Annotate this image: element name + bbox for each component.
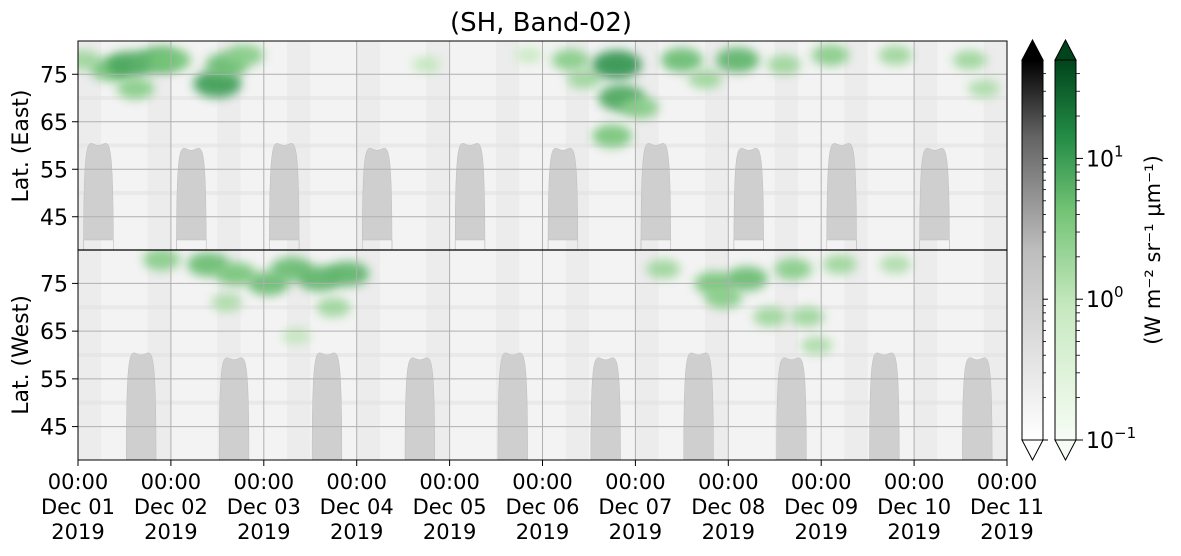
aurora-patch xyxy=(800,336,833,355)
x-tick-label: 00:00 Dec 05 2019 xyxy=(413,470,487,544)
aurora-patch xyxy=(142,250,181,271)
x-axis: 00:00 Dec 01 2019 00:00 Dec 02 2019 00:00 Dec 0… xyxy=(41,460,1044,544)
x-tick-label: 00:00 Dec 10 2019 xyxy=(877,470,951,544)
no-data-region xyxy=(362,148,393,250)
aurora-patch xyxy=(316,297,351,318)
no-data-region xyxy=(640,143,671,250)
x-tick-label: 00:00 Dec 07 2019 xyxy=(598,470,672,544)
no-data-region xyxy=(83,143,114,250)
colorbar-greys-extend-bottom xyxy=(1021,439,1044,462)
y-axis-label-east: Lat. (East) xyxy=(9,90,34,203)
y-tick-label: 55 xyxy=(40,368,68,393)
colorbar-greys-extend-top xyxy=(1021,38,1044,61)
aurora-patch xyxy=(878,45,913,66)
no-data-region xyxy=(404,357,435,460)
x-tick-label: 00:00 Dec 11 2019 xyxy=(970,470,1044,544)
chart-title: (SH, Band-02) xyxy=(450,8,632,38)
x-tick-label: 00:00 Dec 01 2019 xyxy=(41,470,115,544)
colorbar-tick-label: 101 xyxy=(1086,142,1124,172)
aurora-patch xyxy=(646,259,681,279)
no-data-east xyxy=(83,143,950,250)
aurora-patch xyxy=(514,47,543,64)
aurora-patch xyxy=(660,47,703,73)
aurora-patch xyxy=(811,44,850,67)
y-axis-label-west: Lat. (West) xyxy=(9,295,34,415)
colorbar-greens-extend-top xyxy=(1054,38,1077,61)
aurora-patch xyxy=(551,49,590,71)
aurora-patch xyxy=(215,262,256,286)
aurora-patch xyxy=(822,254,857,275)
aurora-patch xyxy=(753,307,788,327)
x-tick-label: 00:00 Dec 04 2019 xyxy=(320,470,394,544)
y-tick-label: 75 xyxy=(40,63,68,88)
colorbar-ticks: 101 100 10−1 xyxy=(1043,73,1136,454)
aurora-patch xyxy=(688,69,723,89)
no-data-region xyxy=(497,352,528,460)
x-tick-label: 00:00 Dec 06 2019 xyxy=(505,470,579,544)
no-data-region xyxy=(269,143,300,250)
aurora-patch xyxy=(968,79,1000,98)
grid-lines xyxy=(77,41,1008,460)
aurora-patch xyxy=(952,50,987,70)
aurora-patch xyxy=(704,286,743,309)
y-tick-label: 75 xyxy=(40,272,68,297)
aurora-patch xyxy=(282,327,311,344)
no-data-region xyxy=(311,352,343,460)
aurora-patch xyxy=(715,47,760,73)
colorbar-greens-body xyxy=(1054,59,1077,441)
aurora-patch xyxy=(116,77,155,100)
x-tick-label: 00:00 Dec 09 2019 xyxy=(784,470,858,544)
colorbar-tick-label: 10−1 xyxy=(1086,424,1136,454)
colorbar-greens xyxy=(1054,38,1077,462)
no-data-region xyxy=(590,357,621,460)
x-tick-label: 00:00 Dec 08 2019 xyxy=(691,470,765,544)
aurora-patch xyxy=(767,54,802,75)
aurora-patch xyxy=(210,293,243,312)
y-tick-label: 55 xyxy=(40,158,68,183)
no-data-region xyxy=(683,352,714,460)
aurora-patch xyxy=(226,44,264,67)
aurora-patch xyxy=(325,261,370,287)
aurora-emission xyxy=(78,44,1000,355)
colorbar-label: (W m⁻² sr⁻¹ μm⁻¹) xyxy=(1141,155,1165,345)
no-data-region xyxy=(454,143,486,250)
aurora-patch xyxy=(621,96,659,119)
aurora-patch xyxy=(412,56,441,73)
no-data-region xyxy=(869,352,900,460)
aurora-patch xyxy=(879,255,912,274)
y-tick-label: 45 xyxy=(40,206,68,231)
no-data-region xyxy=(962,357,993,460)
no-data-region xyxy=(776,357,807,460)
colorbar-tick-label: 100 xyxy=(1086,283,1124,313)
y-axis: 45 55 65 75 75 65 55 45 xyxy=(40,63,78,441)
colorbar-greys xyxy=(1021,38,1044,462)
y-tick-label: 45 xyxy=(40,416,68,441)
x-tick-label: 00:00 Dec 02 2019 xyxy=(134,470,208,544)
no-data-west xyxy=(126,352,993,460)
no-data-region xyxy=(733,148,764,250)
no-data-region xyxy=(218,357,250,460)
aurora-patch xyxy=(725,266,768,291)
aurora-patch xyxy=(592,50,642,80)
no-data-region xyxy=(176,148,207,250)
aurora-patch xyxy=(790,307,825,327)
no-data-region xyxy=(919,148,950,250)
no-data-region xyxy=(826,143,857,250)
colorbar-greys-body xyxy=(1021,59,1044,441)
y-tick-label: 65 xyxy=(40,320,68,345)
aurora-patch xyxy=(592,124,633,148)
y-tick-label: 65 xyxy=(40,111,68,136)
no-data-region xyxy=(547,148,579,250)
colorbar-greens-extend-bottom xyxy=(1054,439,1077,462)
aurora-patch xyxy=(774,258,813,280)
sunlit-no-data-regions xyxy=(83,143,993,460)
no-data-region xyxy=(126,352,157,460)
x-tick-label: 00:00 Dec 03 2019 xyxy=(227,470,301,544)
